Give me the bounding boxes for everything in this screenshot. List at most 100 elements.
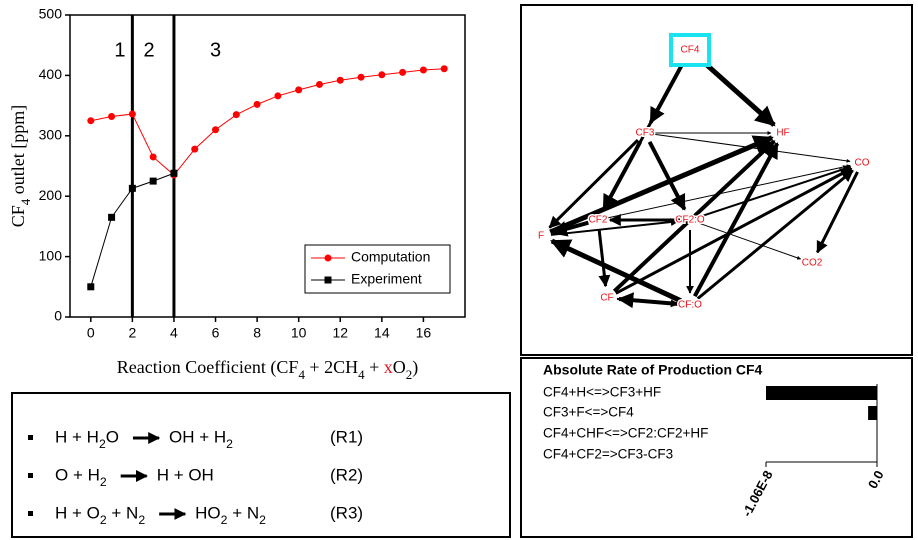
reaction-label: (R3) [330, 503, 363, 522]
bullet [28, 473, 33, 478]
network-edge [615, 167, 853, 295]
y-tick-label: 200 [39, 187, 63, 203]
series-line [90, 68, 445, 176]
x-axis-label-part: x [384, 357, 393, 377]
network-node-label: CF4 [681, 45, 700, 56]
network-node-label: CF2:O [675, 215, 705, 226]
network-edge [548, 138, 639, 229]
data-point [440, 65, 448, 73]
legend-marker [324, 254, 332, 262]
data-point [149, 153, 157, 161]
plot-frame [69, 14, 466, 318]
x-tick-label: 0 [87, 325, 95, 341]
network-node-label: CO [855, 158, 870, 169]
category-label: CF4+CF2=>CF3-CF3 [543, 447, 673, 462]
data-point [87, 283, 95, 291]
network-node-label: HF [776, 128, 789, 139]
y-tick-label: 500 [39, 6, 63, 22]
data-point [232, 111, 240, 119]
reaction-rhs: H + OH [157, 465, 214, 484]
data-point [212, 126, 220, 134]
reaction-rhs: OH + H2 [169, 427, 233, 451]
bullet [28, 435, 33, 440]
legend-box [304, 244, 451, 294]
data-point [378, 71, 386, 79]
network-edge [550, 218, 679, 236]
x-tick-label: 10 [291, 325, 307, 341]
y-tick-label: 300 [39, 127, 63, 143]
network-node-label: CO2 [802, 258, 823, 269]
x-tick-label: 16 [416, 325, 432, 341]
legend-label: Experiment [351, 271, 422, 287]
category-label: CF3+F<=>CF4 [543, 405, 634, 420]
legend-marker [324, 276, 332, 284]
region-label: 2 [143, 39, 154, 61]
network-edge [607, 164, 851, 219]
x-tick-label: 2 [128, 325, 136, 341]
network: CF4 CF3 HF CO CF2 CF2:O F CO2 CF CF:O [536, 33, 871, 312]
network-node-label: CF [600, 293, 613, 304]
chart-title: Absolute Rate of Production CF4 [543, 362, 763, 378]
network-node-label: CF2 [589, 215, 608, 226]
reaction-lhs: H + H2O [55, 427, 119, 451]
network-node-label: CF:O [678, 300, 702, 311]
network-node-label: CF3 [636, 128, 655, 139]
reaction-label: (R2) [330, 465, 363, 484]
data-point [108, 213, 116, 221]
network-edge [549, 135, 774, 235]
bullet [28, 511, 33, 516]
x-axis-label: Reaction Coefficient (CF4 + 2CH4 + xO2) [117, 357, 418, 382]
data-point [128, 184, 136, 192]
network-edge [695, 54, 776, 127]
network-edge [692, 142, 780, 298]
bar [766, 386, 877, 400]
reaction-label: (R1) [330, 427, 363, 446]
x-axis-label-part: O2) [393, 357, 418, 382]
network-edge [699, 222, 802, 260]
x-tick-label: 14 [374, 325, 390, 341]
reaction-panel [11, 392, 511, 538]
bar [868, 406, 877, 420]
y-tick-label: 0 [54, 308, 62, 324]
network-edge [616, 297, 679, 308]
data-point [191, 145, 199, 153]
y-axis-label: CF4 outlet [ppm] [8, 105, 33, 228]
highlight-box [669, 33, 711, 67]
network-panel [520, 4, 913, 356]
x-tick-label: 8 [253, 325, 261, 341]
network-edge [597, 229, 611, 288]
x-tick-label: -1.06E-8 [739, 468, 776, 519]
network-node-label: F [538, 231, 544, 242]
category-label: CF4+CHF<=>CF2:CF2+HF [543, 426, 708, 441]
data-point [357, 73, 365, 81]
data-point [108, 112, 116, 120]
x-tick-label: 4 [170, 325, 178, 341]
x-axis-label-part: Reaction Coefficient (CF4 + 2CH4 + [117, 357, 384, 382]
data-point [149, 177, 157, 185]
data-point [419, 66, 427, 74]
data-point [295, 86, 303, 94]
y-tick-label: 100 [39, 247, 63, 263]
reaction-rhs: HO2 + N2 [195, 503, 266, 527]
data-point [170, 169, 178, 177]
network-edge [612, 139, 776, 293]
data-point [315, 80, 323, 88]
data-point [274, 92, 282, 100]
region-label: 1 [114, 39, 125, 61]
legend-label: Computation [351, 249, 430, 265]
x-tick-label: 6 [212, 325, 220, 341]
y-tick-label: 400 [39, 66, 63, 82]
category-label: CF4+H<=>CF3+HF [543, 385, 661, 400]
network-edge [550, 238, 682, 304]
data-point [336, 76, 344, 84]
data-point [253, 100, 261, 108]
data-point [128, 110, 136, 118]
x-tick-label: 0.0 [865, 468, 887, 491]
region-label: 3 [210, 39, 221, 61]
rate-panel [520, 357, 913, 538]
network-edge [696, 169, 854, 300]
x-tick-label: 12 [332, 325, 348, 341]
network-edge [647, 140, 687, 211]
